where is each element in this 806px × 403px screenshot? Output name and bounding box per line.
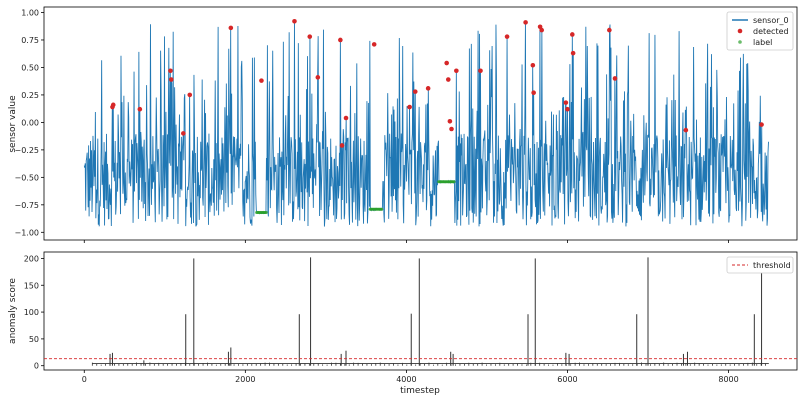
sensor-y-axis-label: sensor value: [8, 95, 18, 153]
sensor-y-tick-label: −1.00: [14, 228, 39, 237]
anomaly-x-tick-label: 2000: [235, 375, 255, 384]
anomaly-panel: 0 50 100 150 200 0 2000 4000 6000 8000 anomaly s…: [8, 251, 798, 396]
label-point: [452, 180, 456, 184]
detected-point: [307, 34, 313, 39]
legend-sensor-label: sensor_0: [753, 16, 789, 25]
legend-label-label: label: [753, 38, 772, 47]
anomaly-y-tick-label: 100: [24, 308, 39, 317]
detected-point: [168, 77, 174, 82]
detected-point: [612, 76, 618, 81]
sensor-y-tick-label: 1.00: [21, 8, 39, 17]
detected-point: [339, 143, 345, 148]
detected-point: [110, 102, 116, 108]
detected-point: [539, 27, 545, 33]
detected-point: [759, 122, 764, 127]
detected-point: [137, 106, 143, 112]
detected-point: [343, 115, 349, 121]
detected-point: [259, 78, 264, 83]
label-point: [380, 207, 384, 211]
detected-point: [425, 86, 431, 91]
detected-point: [531, 90, 536, 96]
sensor-y-tick-label: −0.25: [14, 146, 39, 155]
legend-threshold-label: threshold: [753, 261, 791, 270]
legend-detected-marker: [737, 28, 743, 34]
anomaly-y-tick-label: 50: [29, 335, 39, 344]
detected-point: [187, 92, 193, 98]
anomaly-x-tick-label: 6000: [557, 375, 577, 384]
sensor-y-tick-label: 0.75: [21, 36, 39, 45]
detected-point: [444, 60, 449, 66]
detected-point: [570, 50, 576, 56]
anomaly-x-tick-label: 8000: [718, 375, 738, 384]
label-point: [264, 211, 268, 215]
anomaly-bars-layer: [44, 257, 797, 366]
anomaly-y-tick-label: 150: [24, 281, 39, 290]
detected-point: [563, 100, 569, 105]
detected-point: [407, 104, 412, 110]
legend-label-marker: [738, 40, 742, 44]
detected-point: [504, 34, 510, 39]
detected-point: [607, 27, 612, 33]
detected-point: [570, 32, 575, 37]
anomaly-y-tick-label: 0: [34, 362, 39, 371]
sensor-y-tick-label: −0.75: [14, 201, 39, 210]
sensor-y-tick-label: 0.25: [21, 91, 39, 100]
detected-point: [292, 18, 297, 24]
anomaly-x-axis: 0 2000 4000 6000 8000: [82, 370, 739, 384]
legend-detected-label: detected: [753, 27, 789, 36]
detected-point: [530, 62, 536, 68]
sensor-y-tick-label: 0.00: [21, 118, 39, 127]
detected-point: [454, 68, 459, 74]
detected-point: [445, 77, 451, 82]
sensor-series-layer: [83, 18, 769, 227]
detected-point: [315, 75, 321, 80]
detected-point: [371, 42, 377, 47]
anomaly-plot-area: [43, 251, 798, 371]
anomaly-background-bars: [91, 362, 766, 366]
detected-point: [412, 89, 418, 94]
sensor-panel: 1.00 0.75 0.50 0.25 0.00 −0.25 −0.50 −0.75 −1.00…: [8, 6, 798, 243]
detected-point: [228, 25, 234, 31]
sensor-legend: sensor_0 detected label: [726, 11, 794, 51]
detected-point: [181, 131, 186, 136]
anomaly-x-tick-label: 0: [82, 375, 87, 384]
sensor-line: [83, 21, 769, 227]
sensor-y-tick-label: 0.50: [21, 63, 39, 72]
detected-point: [565, 106, 570, 112]
anomaly-legend: threshold: [726, 256, 794, 274]
sensor-y-axis: 1.00 0.75 0.50 0.25 0.00 −0.25 −0.50 −0.75 −1.00: [14, 8, 44, 237]
anomaly-y-axis: 0 50 100 150 200: [24, 254, 44, 371]
detected-point: [447, 119, 453, 124]
sensor-x-ticks: [83, 240, 729, 243]
sensor-y-tick-label: −0.50: [14, 173, 39, 182]
detected-point: [168, 68, 173, 74]
detected-point: [478, 68, 483, 74]
anomaly-x-tick-label: 4000: [396, 375, 416, 384]
anomaly-y-tick-label: 200: [24, 254, 39, 263]
anomaly-x-axis-label: timestep: [400, 386, 440, 396]
detected-point: [683, 127, 689, 133]
anomaly-y-axis-label: anomaly score: [8, 278, 18, 344]
detected-point: [338, 37, 343, 43]
detected-point: [449, 126, 454, 132]
detected-point: [523, 20, 528, 25]
